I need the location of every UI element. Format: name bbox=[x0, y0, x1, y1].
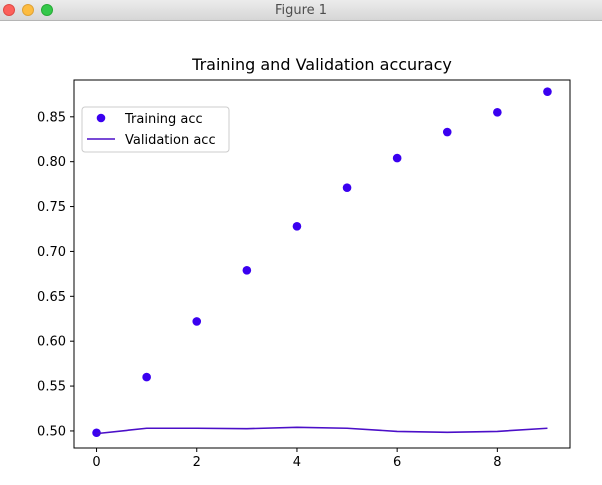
training-acc-point bbox=[292, 222, 302, 231]
training-acc-point bbox=[442, 127, 452, 137]
plot-frame bbox=[73, 79, 571, 449]
training-acc-point bbox=[493, 108, 502, 117]
y-tick-label: 0.65 bbox=[37, 290, 66, 305]
training-acc-point bbox=[543, 87, 552, 96]
legend-marker-training bbox=[96, 113, 106, 123]
y-tick-label: 0.50 bbox=[37, 424, 66, 439]
training-acc-point bbox=[192, 317, 202, 326]
accuracy-chart: Training and Validation accuracy 0 2 4 6 8 0.… bbox=[37, 55, 571, 470]
window-titlebar: Figure 1 bbox=[0, 0, 602, 21]
x-tick-label: 2 bbox=[193, 455, 201, 470]
x-tick-label: 0 bbox=[92, 455, 100, 470]
legend-label-validation: Validation acc bbox=[125, 133, 216, 148]
window-title: Figure 1 bbox=[274, 3, 328, 18]
training-acc-point bbox=[242, 265, 252, 275]
y-tick-label: 0.75 bbox=[37, 200, 66, 215]
legend-label-training: Training acc bbox=[124, 112, 203, 127]
x-tick-label: 4 bbox=[293, 455, 301, 470]
chart-legend: Training acc Validation acc bbox=[81, 106, 230, 153]
y-tick-label: 0.85 bbox=[37, 110, 66, 125]
y-tick-label: 0.55 bbox=[37, 380, 66, 395]
validation-acc-line bbox=[96, 426, 548, 435]
x-tick-label: 6 bbox=[393, 455, 401, 470]
chart-title: Training and Validation accuracy bbox=[191, 55, 452, 74]
training-acc-point bbox=[92, 428, 101, 438]
x-tick-label: 8 bbox=[493, 455, 501, 470]
close-window-button[interactable] bbox=[3, 4, 15, 16]
y-tick-label: 0.80 bbox=[37, 155, 66, 170]
y-tick-label: 0.70 bbox=[37, 245, 66, 260]
training-acc-point bbox=[342, 183, 352, 193]
minimize-window-button[interactable] bbox=[22, 4, 34, 16]
legend-box bbox=[81, 106, 230, 153]
training-acc-point bbox=[392, 153, 402, 163]
zoom-window-button[interactable] bbox=[41, 4, 53, 16]
y-tick-label: 0.60 bbox=[37, 335, 66, 350]
training-acc-point bbox=[142, 372, 151, 382]
